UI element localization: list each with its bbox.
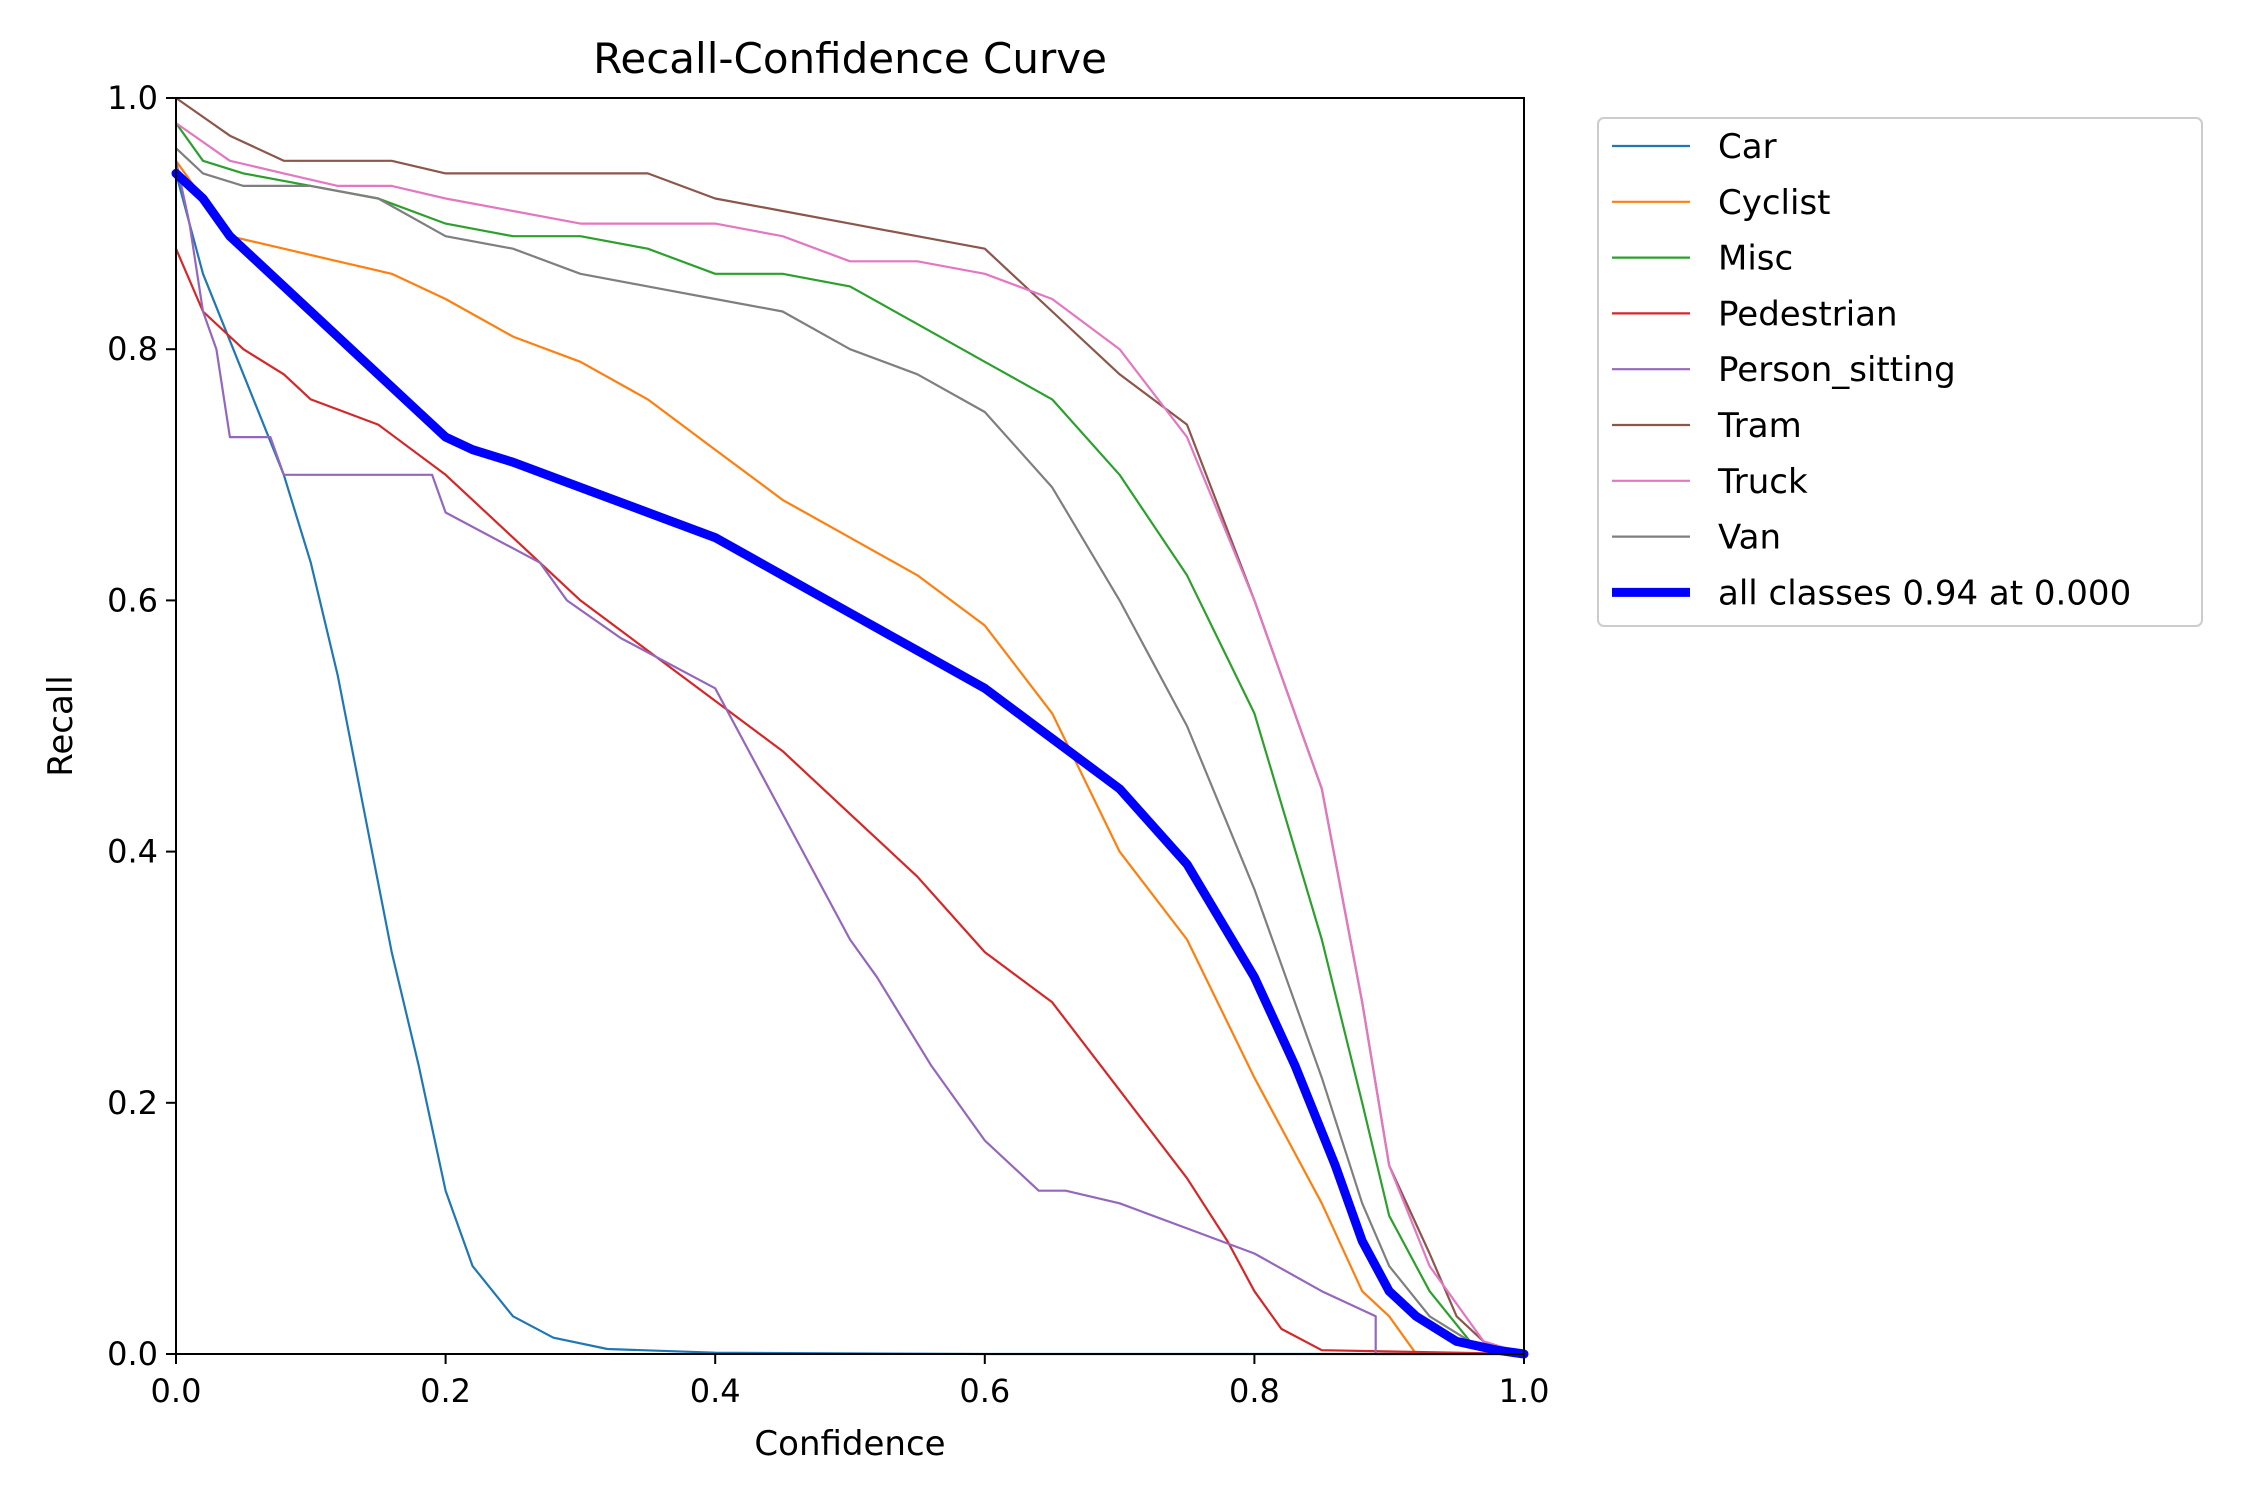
legend-box	[1597, 117, 2203, 627]
x-axis-ticks: 0.0 0.2 0.4 0.6 0.8 1.0	[151, 1354, 1550, 1410]
legend-label: all classes 0.94 at 0.000	[1718, 573, 2131, 613]
y-tick-label: 0.6	[107, 581, 158, 619]
y-axis-ticks: 0.0 0.2 0.4 0.6 0.8 1.0	[107, 79, 176, 1373]
legend-label: Van	[1718, 518, 1781, 558]
x-axis-label: Confidence	[754, 1424, 945, 1464]
chart-title: Recall-Confidence Curve	[593, 34, 1107, 83]
legend-label: Truck	[1717, 462, 1808, 502]
x-tick-label: 1.0	[1499, 1372, 1550, 1410]
y-tick-label: 0.4	[107, 833, 158, 871]
series-line-person-sitting	[174, 159, 1526, 1356]
x-tick-label: 0.6	[959, 1372, 1010, 1410]
legend-label: Tram	[1717, 406, 1802, 446]
legend: Car Cyclist Misc Pedestrian Person_sitting Tr…	[1597, 117, 2203, 627]
legend-label: Car	[1718, 127, 1777, 167]
y-tick-label: 0.0	[107, 1335, 158, 1373]
series-line-van	[174, 147, 1526, 1356]
legend-label: Misc	[1718, 239, 1793, 279]
series-line-cyclist	[174, 159, 1418, 1356]
legend-items: Car Cyclist Misc Pedestrian Person_sitting Tr…	[1612, 127, 2131, 613]
legend-label: Person_sitting	[1718, 350, 1956, 390]
plot-lines	[171, 96, 1529, 1359]
y-tick-label: 1.0	[107, 79, 158, 117]
series-line-truck	[174, 122, 1526, 1356]
legend-label: Pedestrian	[1718, 294, 1898, 334]
y-tick-label: 0.2	[107, 1084, 158, 1122]
x-tick-label: 0.4	[690, 1372, 741, 1410]
plot-frame	[175, 97, 1525, 1355]
series-line-car	[174, 172, 1526, 1356]
x-tick-label: 0.0	[151, 1372, 202, 1410]
y-tick-label: 0.8	[107, 330, 158, 368]
x-tick-label: 0.2	[420, 1372, 471, 1410]
series-line-pedestrian	[174, 247, 1526, 1356]
legend-label: Cyclist	[1718, 183, 1831, 223]
series-line-all-classes-0-94-at-0-000	[171, 168, 1529, 1359]
y-axis-label: Recall	[41, 675, 81, 776]
x-tick-label: 0.8	[1229, 1372, 1280, 1410]
